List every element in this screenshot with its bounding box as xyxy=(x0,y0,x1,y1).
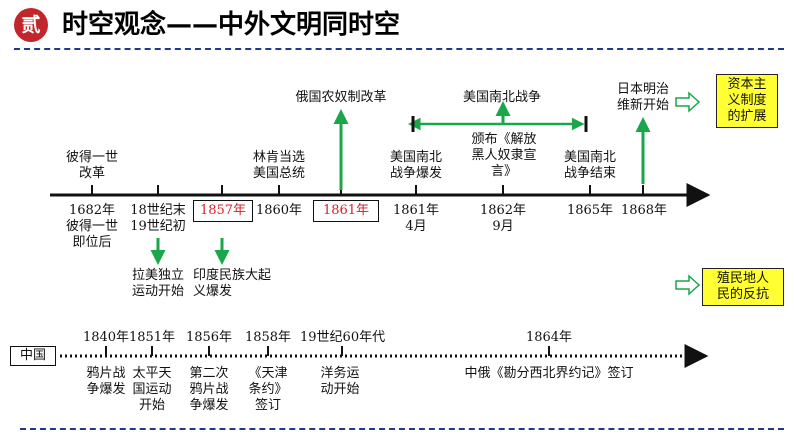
china-event-yangwu: 洋务运 动开始 xyxy=(320,366,360,397)
year-1862: 1862年 9月 xyxy=(479,203,527,234)
event-lincoln: 林肯当选 美国总统 xyxy=(252,150,305,181)
event-us-start: 美国南北 战争爆发 xyxy=(389,150,442,181)
china-event-tianjin: 《天津 条约》 签订 xyxy=(248,366,288,413)
event-us-civil-war: 美国南北战争 xyxy=(462,90,541,105)
event-proclamation: 颁布《解放 黑人奴隶宣 言》 xyxy=(471,132,537,179)
event-peter: 彼得一世 改革 xyxy=(65,150,118,181)
event-russia: 俄国农奴制改革 xyxy=(295,90,387,105)
china-event-opium1: 鸦片战 争爆发 xyxy=(86,366,126,397)
legend-arrow-colonial-icon xyxy=(675,274,701,296)
year-1861-russia: 1861年 xyxy=(313,200,379,222)
china-year-1840: 1840年 xyxy=(82,330,130,345)
legend-capitalism: 资本主 义制度 的扩展 xyxy=(716,74,778,128)
china-year-1860s: 19世纪60年代 xyxy=(300,330,386,345)
china-year-1864: 1864年 xyxy=(525,330,573,345)
china-year-1856: 1856年 xyxy=(185,330,233,345)
event-india: 印度民族大起 义爆发 xyxy=(193,268,272,299)
china-label: 中国 xyxy=(10,346,56,366)
year-18c: 18世纪末 19世纪初 xyxy=(130,203,186,234)
event-us-end: 美国南北 战争结束 xyxy=(563,150,616,181)
event-latin-america: 拉美独立 运动开始 xyxy=(131,268,184,299)
china-event-opium2: 第二次 鸦片战 争爆发 xyxy=(189,366,229,413)
page-title: 时空观念——中外文明同时空 xyxy=(62,10,401,40)
china-year-1851: 1851年 xyxy=(128,330,176,345)
china-year-1858: 1858年 xyxy=(244,330,292,345)
event-meiji: 日本明治 维新开始 xyxy=(616,82,669,113)
section-badge: 贰 xyxy=(14,8,48,42)
legend-colonial: 殖民地人 民的反抗 xyxy=(702,268,784,306)
year-1868: 1868年 xyxy=(620,203,668,218)
year-1857: 1857年 xyxy=(193,200,253,222)
bottom-divider xyxy=(20,428,784,430)
title-divider xyxy=(14,48,784,50)
year-1865: 1865年 xyxy=(566,203,614,218)
legend-arrow-capitalism-icon xyxy=(675,91,701,113)
year-1860: 1860年 xyxy=(255,203,303,218)
china-event-taiping: 太平天 国运动 开始 xyxy=(132,366,172,413)
china-event-treaty-1864: 中俄《勘分西北界约记》签订 xyxy=(464,366,634,381)
year-1682: 1682年 彼得一世 即位后 xyxy=(65,203,118,250)
year-1861-april: 1861年 4月 xyxy=(392,203,440,234)
